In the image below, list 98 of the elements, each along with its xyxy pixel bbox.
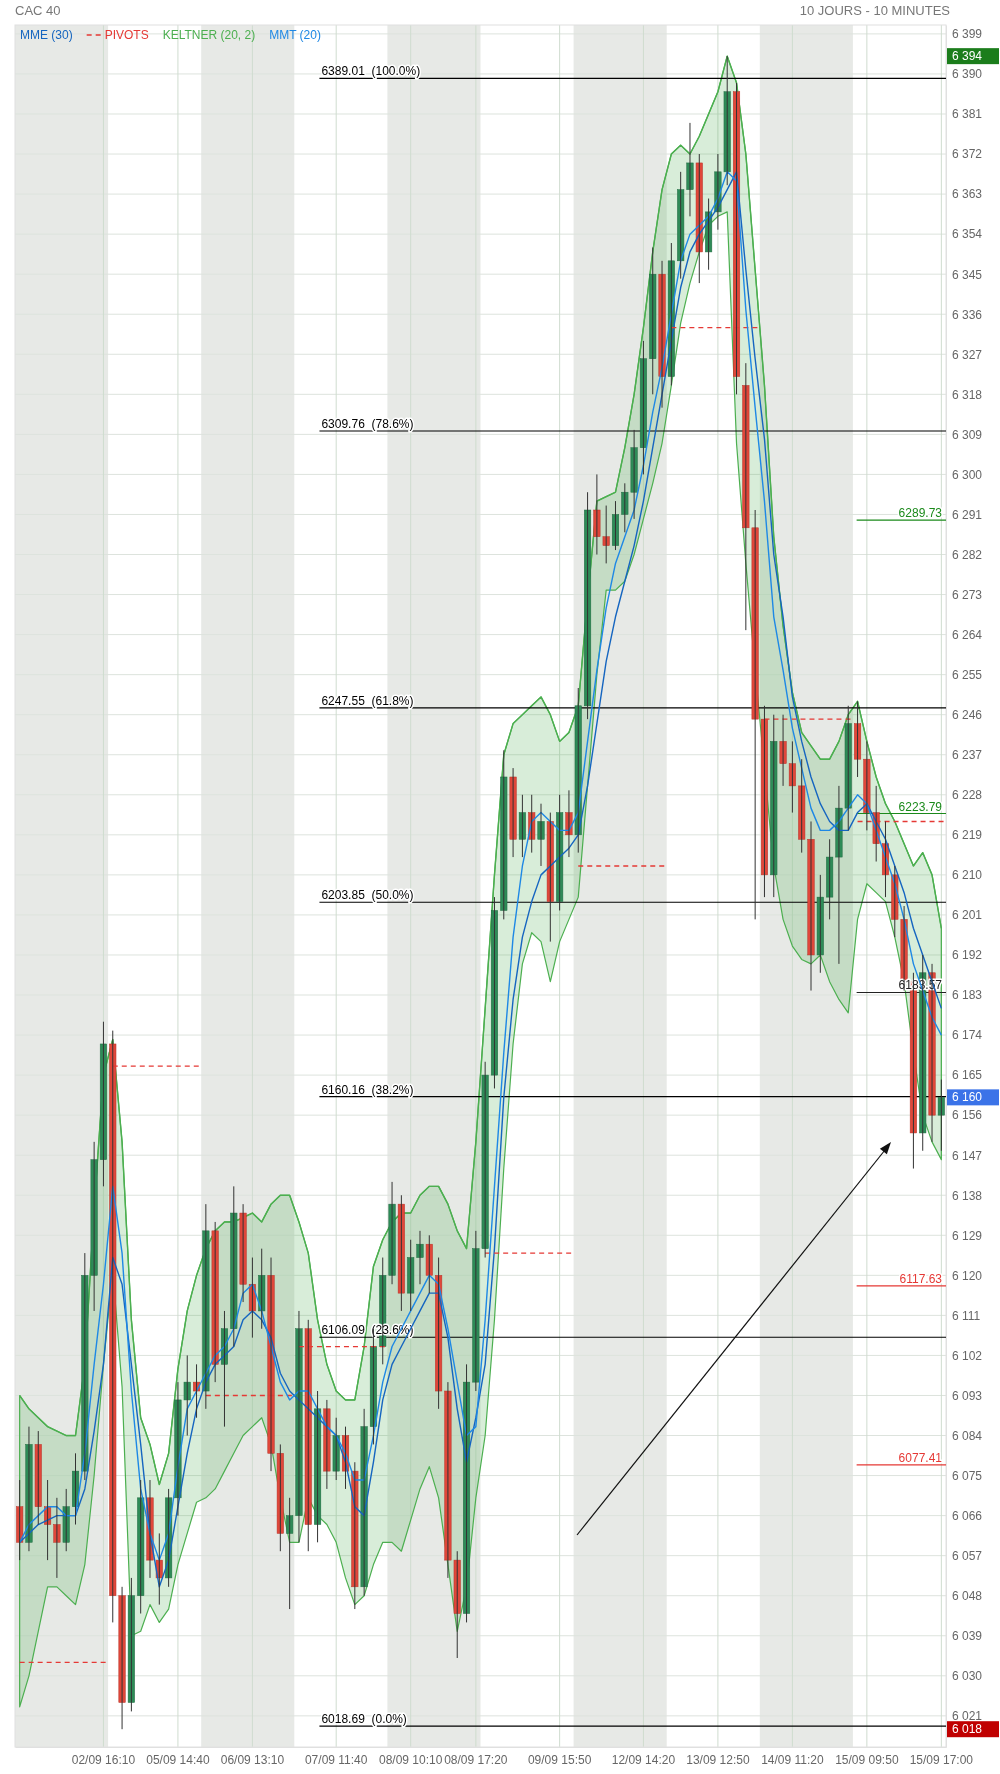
y-tick-label: 6 219 <box>952 828 983 843</box>
candlestick <box>127 1577 135 1712</box>
y-tick-label: 6 120 <box>952 1268 983 1283</box>
y-tick-label: 6 363 <box>952 187 983 202</box>
ref-line-label: 6247.55 (61.8%) <box>321 693 414 708</box>
y-tick-label: 6 264 <box>952 627 983 642</box>
y-tick-label: 6 138 <box>952 1188 983 1203</box>
candlestick <box>816 874 824 974</box>
candlestick <box>425 1234 433 1294</box>
candlestick <box>397 1194 405 1312</box>
candlestick <box>695 153 703 284</box>
text: KELTNER (20, 2) <box>162 28 256 42</box>
y-tick-label: 6 381 <box>952 107 983 122</box>
candlestick <box>332 1417 340 1481</box>
x-tick-label: 09/09 15:50 <box>527 1752 592 1767</box>
y-tick-label: 6 210 <box>952 868 983 883</box>
y-tick-label: 6 048 <box>952 1589 983 1604</box>
y-tick-label: 6 399 <box>952 27 983 42</box>
ref-line-label: 6018.69 (0.0%) <box>321 1712 407 1727</box>
ref-line-label: 6183.57 <box>898 978 943 993</box>
y-tick-label: 6 291 <box>952 507 983 522</box>
x-tick-label: 15/09 17:00 <box>909 1752 974 1767</box>
y-tick-label: 6 192 <box>952 948 983 963</box>
ref-line-label: 6203.85 (50.0%) <box>321 888 414 903</box>
ref-line-label: 6117.63 <box>899 1271 943 1286</box>
x-tick-label: 05/09 14:40 <box>146 1752 210 1767</box>
candlestick <box>705 198 713 271</box>
candlestick <box>649 246 657 395</box>
y-tick-label: 6 021 <box>952 1709 983 1724</box>
text: 6 394 <box>952 49 983 64</box>
y-tick-label: 6 390 <box>952 67 983 82</box>
candlestick <box>556 794 564 911</box>
x-tick-label: 12/09 14:20 <box>611 1752 676 1767</box>
y-tick-label: 6 147 <box>952 1148 983 1163</box>
candlestick <box>137 1479 145 1615</box>
y-tick-label: 6 165 <box>952 1068 983 1083</box>
y-tick-label: 6 237 <box>952 748 983 763</box>
chart-subtitle: 10 JOURS - 10 MINUTES <box>799 3 951 18</box>
y-tick-label: 6 255 <box>952 667 983 682</box>
y-tick-label: 6 075 <box>952 1468 983 1483</box>
candlestick <box>304 1319 312 1552</box>
y-tick-label: 6 354 <box>952 227 983 242</box>
y-tick-label: 6 246 <box>952 708 983 723</box>
x-tick-label: 06/09 13:10 <box>220 1752 285 1767</box>
x-tick-label: 07/09 11:40 <box>304 1752 368 1767</box>
ref-line-label: 6223.79 <box>898 799 943 814</box>
y-tick-label: 6 228 <box>952 788 983 803</box>
y-tick-label: 6 183 <box>952 988 983 1003</box>
x-tick-label: 13/09 12:50 <box>686 1752 750 1767</box>
x-tick-label: 08/09 17:20 <box>444 1752 508 1767</box>
ref-line-label: 6389.01 (100.0%) <box>321 64 421 79</box>
legend-label: PIVOTS <box>104 28 149 42</box>
y-tick-label: 6 327 <box>952 347 983 362</box>
candlestick <box>500 749 508 920</box>
candlestick <box>770 714 778 898</box>
y-tick-label: 6 201 <box>952 908 983 923</box>
candlestick <box>16 1479 24 1561</box>
y-tick-label: 6 129 <box>952 1228 983 1243</box>
x-tick-label: 02/09 16:10 <box>71 1752 136 1767</box>
ref-line-label: 6077.41 <box>898 1450 943 1465</box>
y-tick-label: 6 318 <box>952 387 983 402</box>
y-tick-label: 6 372 <box>952 147 983 162</box>
candlestick <box>230 1185 238 1348</box>
y-tick-label: 6 030 <box>952 1669 983 1684</box>
x-tick-label: 14/09 11:20 <box>761 1752 824 1767</box>
chart-title: CAC 40 <box>15 3 61 18</box>
candlestick <box>518 794 526 858</box>
y-tick-label: 6 102 <box>952 1348 983 1363</box>
y-tick-label: 6 066 <box>952 1508 983 1523</box>
y-tick-label: 6 336 <box>952 307 983 322</box>
ref-line-label: 6309.76 (78.6%) <box>321 416 414 431</box>
ref-line-label: 6160.16 (38.2%) <box>321 1082 414 1097</box>
text: MMT (20) <box>269 28 321 42</box>
candlestick <box>34 1430 42 1526</box>
x-tick-label: 15/09 09:50 <box>835 1752 899 1767</box>
candlestick <box>351 1461 359 1610</box>
y-tick-label: 6 273 <box>952 587 983 602</box>
ref-line-label: 6289.73 <box>898 506 943 521</box>
y-tick-label: 6 309 <box>952 427 983 442</box>
y-tick-label: 6 282 <box>952 547 983 562</box>
y-tick-label: 6 345 <box>952 267 983 282</box>
y-tick-label: 6 057 <box>952 1549 983 1564</box>
y-tick-label: 6 111 <box>952 1308 981 1323</box>
y-tick-label: 6 156 <box>952 1108 983 1123</box>
candlestick <box>211 1221 219 1383</box>
y-tick-label: 6 174 <box>952 1028 983 1043</box>
text: 6 018 <box>952 1722 983 1737</box>
y-tick-label: 6 300 <box>952 467 983 482</box>
y-tick-label: 6 039 <box>952 1629 983 1644</box>
candlestick <box>258 1248 266 1330</box>
candlestick <box>546 812 554 943</box>
y-tick-label: 6 093 <box>952 1388 983 1403</box>
text: 6 160 <box>952 1090 983 1105</box>
y-tick-label: 6 084 <box>952 1428 983 1443</box>
x-tick-label: 08/09 10:10 <box>378 1752 443 1767</box>
candlestick <box>62 1488 70 1552</box>
text: MME (30) <box>20 28 73 42</box>
candlestick <box>574 687 582 854</box>
